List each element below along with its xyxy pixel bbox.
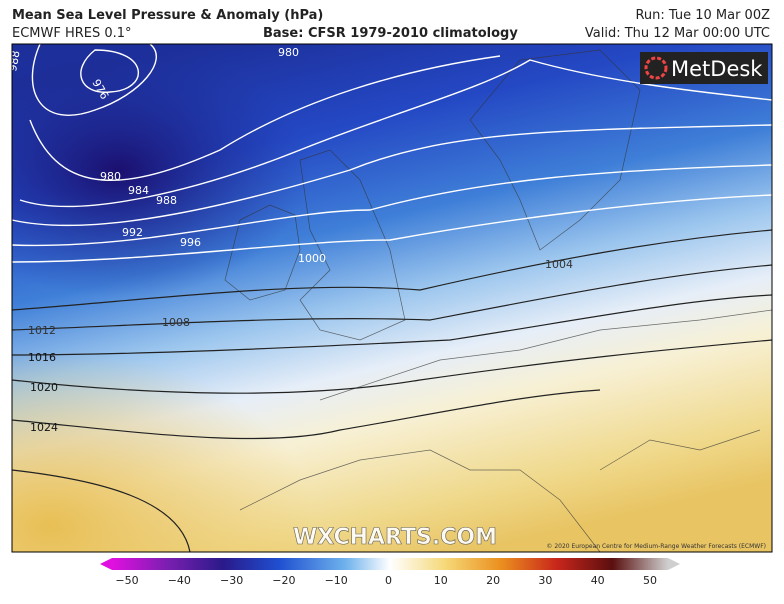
isobar-label: 1012	[28, 324, 56, 337]
isobar-label: 1024	[30, 421, 58, 434]
isobar-label: 1008	[162, 316, 190, 329]
logo: MetDesk	[671, 57, 763, 81]
valid: Valid: Thu 12 Mar 00:00 UTC	[585, 26, 770, 41]
isobar-label: 1000	[298, 252, 326, 265]
isobar-label: 996	[180, 236, 201, 249]
colorbar-tick-label: 0	[385, 574, 392, 587]
colorbar-tick-label: −30	[220, 574, 243, 587]
logo-icon	[644, 56, 668, 80]
isobar-label: 1016	[28, 351, 56, 364]
isobar-labels: 988 976 980 980 984 988 992 996 1000 100…	[6, 46, 573, 434]
isobar-label: 984	[128, 184, 149, 197]
colorbar: −50 −40 −30 −20 −10 0 10 20 30 40 50	[100, 558, 680, 587]
watermark: WXCHARTS.COM	[293, 525, 497, 550]
base: Base: CFSR 1979-2010 climatology	[263, 26, 518, 41]
colorbar-tick-label: 20	[486, 574, 500, 587]
isobar-label: 992	[122, 226, 143, 239]
copyright: © 2020 European Centre for Medium-Range …	[546, 543, 766, 550]
isobar-label: 1004	[545, 258, 573, 271]
map: 988 976 980 980 984 988 992 996 1000 100…	[6, 43, 773, 553]
isobar-label: 980	[278, 46, 299, 59]
colorbar-tick-label: 50	[643, 574, 657, 587]
isobar-label: 1020	[30, 381, 58, 394]
model: ECMWF HRES 0.1°	[12, 26, 132, 41]
isobar-label: 988	[6, 50, 22, 73]
colorbar-tick-label: −20	[272, 574, 295, 587]
colorbar-tick-label: −40	[168, 574, 191, 587]
colorbar-tick-label: −50	[115, 574, 138, 587]
isobar-label: 988	[156, 194, 177, 207]
colorbar-tick-label: −10	[325, 574, 348, 587]
run: Run: Tue 10 Mar 00Z	[635, 8, 770, 23]
colorbar-tick-label: 30	[538, 574, 552, 587]
title: Mean Sea Level Pressure & Anomaly (hPa)	[12, 8, 323, 23]
colorbar-tick-label: 10	[434, 574, 448, 587]
colorbar-tick-label: 40	[591, 574, 605, 587]
logo-box	[640, 52, 768, 84]
isobar-label: 980	[100, 170, 121, 183]
